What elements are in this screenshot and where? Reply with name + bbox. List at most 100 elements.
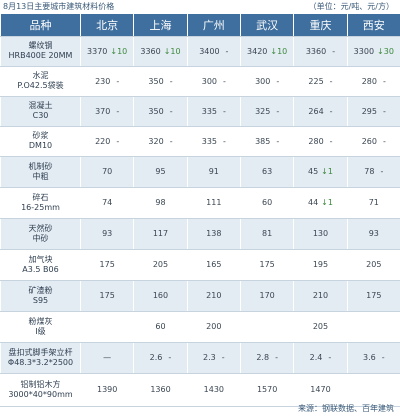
price-cell: 260- (346, 125, 400, 157)
price-cell: 280- (293, 125, 348, 157)
variety-spec: A3.5 B06 (22, 264, 59, 274)
price-cell: 205 (133, 248, 188, 281)
price-change: 1 (327, 167, 333, 176)
no-change-mark: - (380, 167, 384, 176)
price-value: 74 (102, 198, 113, 207)
price-cell: 230- (79, 65, 135, 97)
price-cell: 325- (239, 95, 295, 127)
table-body: 螺纹钢 HRB400E 20MM 3370 ↓10 3360 ↓10 3400-3420 ↓1… (0, 35, 400, 407)
variety-spec: P.O42.5袋装 (17, 81, 64, 90)
price-cell: 200 (186, 310, 241, 343)
no-change-mark: - (276, 76, 280, 86)
price-value: 370 (95, 106, 111, 116)
price-cell: 130 (293, 217, 348, 250)
arrow-down-icon: ↓ (163, 46, 171, 56)
table-row: 砂浆 DM10 220-320-335-385-280-260- (0, 125, 400, 157)
price-value: 335 (201, 136, 218, 146)
table-row: 天然砂 中砂 93 117 138 81 130 93 (0, 217, 400, 250)
variety-name: 砂浆 (32, 131, 49, 140)
price-change: 30 (383, 46, 394, 56)
price-cell: 175 (79, 248, 135, 281)
price-value: 260 (361, 136, 377, 146)
price-cell: 111 (186, 186, 241, 219)
price-value: 205 (312, 322, 329, 331)
no-change-mark: - (383, 106, 386, 116)
variety-name: 碎石 (32, 192, 49, 202)
price-value: 385 (255, 136, 271, 146)
header-xian: 西安 (346, 14, 400, 37)
price-cell: 3.6- (346, 341, 400, 374)
price-cell: 98 (133, 186, 188, 219)
price-cell: 170 (239, 279, 295, 312)
price-cell: 280- (346, 65, 400, 97)
no-change-mark: - (329, 106, 333, 116)
price-cell: 63 (239, 155, 295, 188)
price-cell: 1360 (133, 372, 188, 407)
price-value: 165 (206, 260, 222, 269)
price-cell: 71 (346, 186, 400, 219)
no-change-mark: - (168, 353, 172, 362)
price-change: 1 (327, 198, 333, 207)
price-cell: 3400- (186, 35, 241, 67)
price-cell: 175 (346, 279, 400, 312)
table-row: 加气块 A3.5 B06 175 205 165 175 195 205 (0, 248, 400, 281)
header-variety: 品种 (0, 14, 81, 37)
price-value: 1570 (256, 385, 278, 394)
variety-cell: 加气块 A3.5 B06 (0, 248, 81, 281)
no-change-mark: - (381, 353, 385, 362)
table-row: 盘扣式脚手架立杆 Φ48.3*3.2*2500—2.6-2.3-2.8-2.4-3… (0, 341, 400, 374)
no-change-mark: - (169, 106, 173, 116)
price-cell: 295- (346, 95, 400, 127)
price-cell: 264- (293, 95, 348, 127)
price-value: 1390 (96, 385, 118, 394)
price-cell: 210 (293, 279, 348, 312)
price-cell: 2.4- (293, 341, 348, 374)
price-value: 210 (312, 291, 329, 300)
variety-cell: 粉煤灰 I级 (0, 310, 81, 343)
no-change-mark: - (223, 106, 226, 116)
table-row: 碎石 16-25mm 74 98 111 60 44 ↓1 71 (0, 186, 400, 219)
price-value: 44 (307, 198, 319, 207)
variety-name: 盘扣式脚手架立杆 (8, 347, 73, 357)
price-value: 225 (308, 76, 324, 86)
no-change-mark: - (116, 136, 120, 146)
price-cell: 1390 (79, 372, 135, 407)
price-cell: 95 (133, 155, 188, 188)
table-row: 矿渣粉 S95 175 160 210 170 210 175 (0, 279, 400, 312)
variety-spec: 中砂 (32, 233, 49, 243)
price-cell: 2.6- (133, 341, 188, 374)
no-change-mark: - (223, 76, 226, 86)
price-cell: 300- (186, 65, 241, 97)
price-value: 98 (155, 198, 166, 207)
price-value: 175 (366, 291, 382, 300)
price-value: 350 (148, 76, 164, 86)
variety-cell: 螺纹钢 HRB400E 20MM (0, 35, 81, 67)
variety-spec: DM10 (28, 141, 53, 150)
price-cell: 93 (79, 217, 135, 250)
arrow-down-icon: ↓ (110, 46, 118, 56)
price-cell: 3370 ↓10 (79, 35, 135, 67)
price-cell: 220- (79, 125, 135, 157)
table-row: 螺纹钢 HRB400E 20MM 3370 ↓10 3360 ↓10 3400-3420 ↓1… (0, 35, 400, 67)
price-value: 350 (148, 106, 164, 116)
price-value: 138 (206, 229, 222, 238)
price-cell: 205 (293, 310, 348, 343)
price-cell: 45 ↓1 (293, 155, 348, 188)
price-value: 1470 (310, 385, 331, 394)
variety-spec: 3000*40*90mm (8, 389, 73, 399)
price-cell: 60 (133, 310, 188, 343)
no-change-mark: - (116, 106, 120, 116)
variety-cell: 水泥 P.O42.5袋装 (0, 65, 81, 97)
price-cell: 300- (239, 65, 295, 97)
price-value: 60 (262, 198, 273, 207)
no-change-mark: - (221, 353, 225, 362)
price-change: 10 (117, 46, 128, 56)
variety-spec: 16-25mm (21, 202, 60, 212)
no-change-mark: - (383, 76, 386, 86)
variety-spec: HRB400E 20MM (8, 51, 73, 60)
price-cell: 320- (133, 125, 188, 157)
variety-spec: C30 (32, 111, 49, 120)
price-cell: 195 (293, 248, 348, 281)
price-value: 95 (155, 167, 166, 176)
price-value: 3360 (140, 46, 161, 56)
